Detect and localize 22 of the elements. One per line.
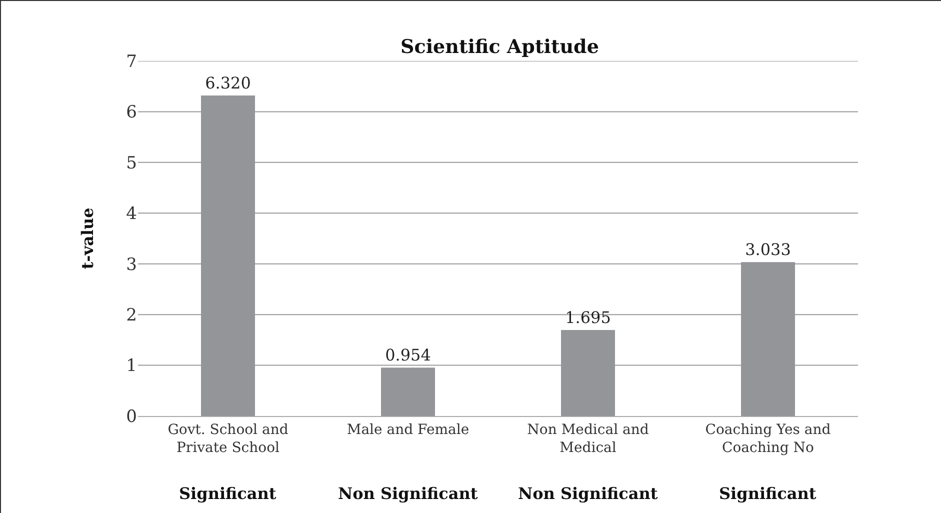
data-label: 1.695 xyxy=(565,308,611,328)
y-tick-label: 1 xyxy=(126,356,137,376)
chart-title: Scientific Aptitude xyxy=(400,36,599,58)
x-tick-label: Non Medical and Medical xyxy=(527,422,649,456)
y-tick-label: 7 xyxy=(126,52,137,72)
data-label: 6.320 xyxy=(205,73,251,92)
y-tick-label: 6 xyxy=(126,102,137,123)
data-label: 0.954 xyxy=(385,346,431,365)
text: Significant xyxy=(179,484,277,503)
y-tick-label: 4 xyxy=(126,204,137,224)
data-label: 3.033 xyxy=(745,240,791,260)
y-tick-label: 2 xyxy=(126,306,137,326)
x-tick-label: Govt. School and Private School xyxy=(168,422,288,456)
y-tick-label: 3 xyxy=(126,254,137,275)
x-tick-label: Coaching Yes and Coaching No xyxy=(705,422,831,456)
y-tick-label: 0 xyxy=(126,406,137,427)
y-axis-title: t-value xyxy=(78,208,98,270)
y-tick-label: 5 xyxy=(126,153,137,174)
text: Significant xyxy=(719,484,817,503)
x-tick-label: Male and Female xyxy=(346,422,470,438)
text: Non Significant xyxy=(518,484,658,503)
text: Non Significant xyxy=(338,484,478,503)
